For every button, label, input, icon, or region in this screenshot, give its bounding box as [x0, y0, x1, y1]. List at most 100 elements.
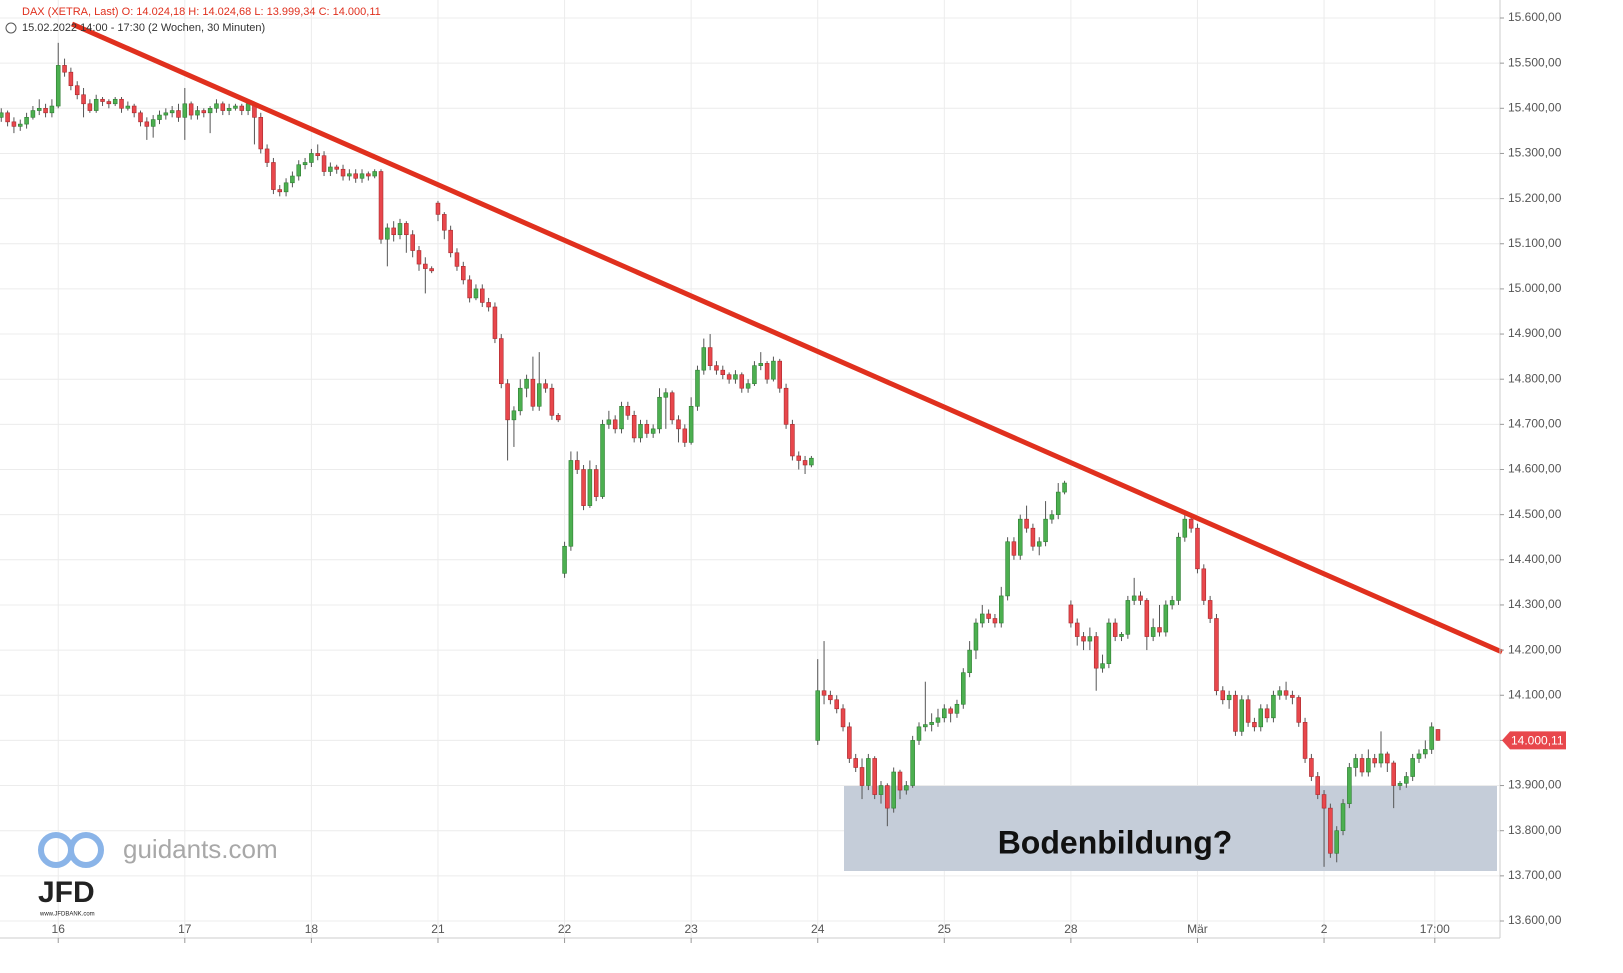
candle-body [1150, 627, 1156, 637]
candle-body [473, 288, 479, 299]
x-tick-label: 28 [1064, 922, 1078, 936]
candle-body [309, 153, 314, 163]
candle-body [840, 708, 846, 728]
candle-body [226, 108, 232, 111]
candle-body [1366, 758, 1371, 773]
candle-body [17, 123, 23, 127]
y-tick-label: 13.800,00 [1508, 823, 1562, 837]
candle-body [923, 724, 928, 728]
y-tick-label: 14.900,00 [1508, 326, 1562, 340]
candle-body [1144, 600, 1150, 637]
support-zone [844, 786, 1497, 871]
candle-body [448, 229, 453, 254]
candle-body [707, 347, 713, 366]
candle-body [119, 98, 124, 109]
candle-body [429, 268, 434, 272]
candle-body [125, 105, 131, 109]
chart-subtitle: 15.02.2022 14:00 - 17:30 (2 Wochen, 30 M… [22, 22, 265, 34]
candle-body [1416, 753, 1422, 759]
candle-body [536, 383, 542, 407]
candle-body [1220, 690, 1226, 701]
candle-body [1385, 753, 1390, 764]
y-tick-label: 15.600,00 [1508, 10, 1562, 24]
candle-body [1226, 694, 1232, 701]
candle-body [1093, 636, 1099, 669]
candle-body [1055, 491, 1061, 515]
logo: guidants.com JFD www.JFDBANK.com [38, 832, 278, 918]
x-tick-label: Mär [1187, 922, 1208, 936]
candle-body [625, 405, 631, 416]
candle-body [391, 227, 396, 236]
candle-body [1163, 604, 1169, 633]
logo-icon [68, 832, 104, 868]
clock-icon [5, 22, 17, 34]
candle-body [328, 166, 333, 172]
candle-body [1182, 518, 1188, 538]
candle-body [1201, 568, 1207, 601]
candle-body [916, 726, 922, 741]
candle-body [1176, 536, 1181, 601]
y-tick-label: 14.500,00 [1508, 507, 1562, 521]
candle-body [581, 469, 586, 506]
candle-body [771, 360, 776, 380]
candle-body [904, 785, 909, 791]
candle-body [1372, 758, 1377, 764]
candle-body [891, 771, 896, 809]
candle-body [499, 338, 504, 385]
candle-body [524, 378, 529, 389]
candle-body [1397, 782, 1403, 786]
candle-body [1283, 690, 1289, 696]
candle-body [752, 365, 757, 385]
candle-body [764, 363, 770, 380]
axes: 13.600,00 13.700,00 13.800,00 13.900,00 14.0… [52, 10, 1566, 943]
candle-body [695, 369, 700, 407]
candle-body [410, 234, 415, 251]
y-tick-label: 14.800,00 [1508, 371, 1562, 385]
candle-body [1011, 541, 1017, 556]
candle-body [790, 424, 795, 457]
x-tick-label: 2 [1321, 922, 1328, 936]
candle-body [834, 699, 839, 710]
candle-body [1309, 758, 1314, 777]
candle-body [999, 595, 1004, 624]
candle-body [897, 771, 903, 791]
candle-body [1195, 527, 1200, 570]
candle-body [201, 110, 207, 114]
y-tick-label: 15.500,00 [1508, 55, 1562, 69]
candle-body [62, 65, 67, 73]
candle-body [5, 112, 10, 123]
candle-body [1030, 527, 1036, 547]
candle-body [1290, 694, 1295, 698]
y-tick-label: 15.400,00 [1508, 100, 1562, 114]
candle-body [1334, 830, 1339, 854]
candle-body [1340, 803, 1346, 831]
candle-body [511, 410, 517, 421]
x-tick-label: 17:00 [1420, 922, 1450, 936]
candle-body [612, 419, 618, 430]
x-tick-label: 23 [684, 922, 698, 936]
candle-body [885, 785, 890, 809]
candle-body [1068, 604, 1074, 624]
candle-body [942, 708, 947, 719]
candle-body [435, 202, 441, 215]
candle-body [404, 223, 409, 236]
grid [0, 0, 1500, 938]
candle-body [1131, 595, 1137, 601]
candle-body [1315, 776, 1320, 795]
candle-body [606, 419, 612, 425]
candle-body [182, 103, 188, 118]
candle-body [568, 460, 574, 547]
candle-body [321, 155, 327, 172]
candle-body [1277, 690, 1283, 696]
candle-body [11, 121, 17, 127]
candle-body [543, 383, 548, 389]
candle-body [1296, 697, 1301, 723]
candle-body [157, 114, 162, 120]
candle-body [1435, 729, 1441, 741]
candle-body [1119, 633, 1124, 637]
candle-body [1169, 600, 1175, 606]
candle-body [112, 98, 118, 105]
y-tick-label: 14.400,00 [1508, 552, 1562, 566]
candle-body [549, 387, 555, 416]
